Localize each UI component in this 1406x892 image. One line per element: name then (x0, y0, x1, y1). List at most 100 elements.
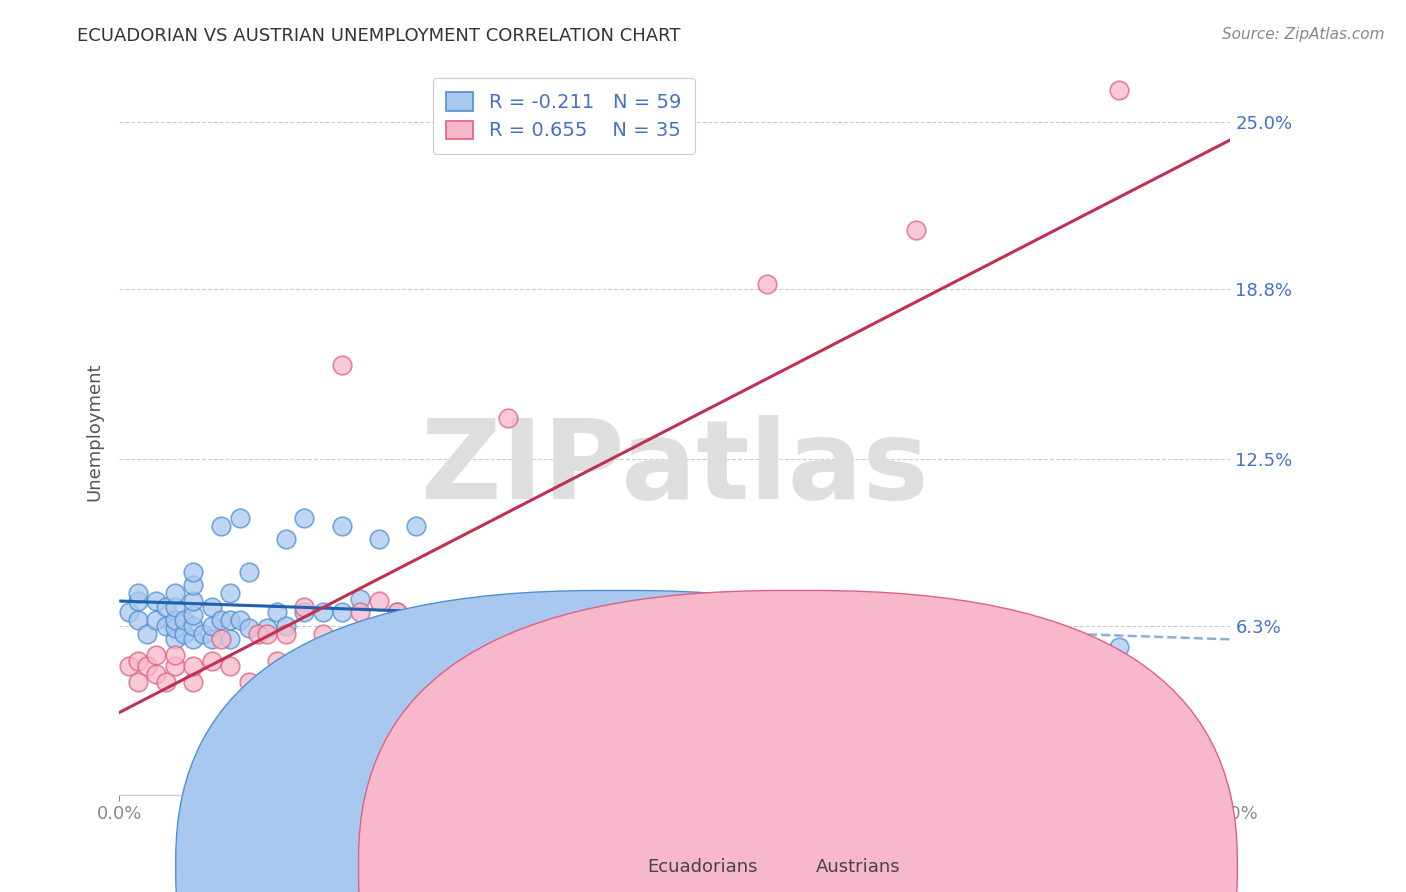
Point (460, 640, 482, 654)
Point (145, 648, 167, 662)
Point (127, 586, 149, 600)
Point (183, 632, 205, 646)
Text: ZIPatlas: ZIPatlas (420, 415, 929, 522)
Point (274, 618, 297, 632)
Point (367, 533, 389, 547)
Point (163, 632, 186, 646)
Point (183, 594, 205, 608)
Point (155, 675, 177, 690)
Point (756, 277, 779, 291)
Point (385, 605, 408, 619)
Point (349, 591, 371, 606)
Point (238, 565, 260, 579)
Point (201, 632, 224, 646)
Point (155, 599, 177, 614)
Point (183, 565, 205, 579)
Point (136, 626, 159, 640)
Point (312, 605, 335, 619)
Point (163, 586, 186, 600)
Point (117, 659, 139, 673)
Point (478, 626, 501, 640)
Point (330, 519, 353, 533)
Point (219, 659, 242, 673)
Point (209, 519, 232, 533)
Point (183, 659, 205, 673)
Point (127, 653, 149, 667)
Point (163, 648, 186, 662)
Point (228, 511, 250, 525)
Point (173, 613, 195, 627)
Point (163, 599, 186, 614)
Point (238, 675, 260, 690)
Point (219, 586, 242, 600)
Point (627, 675, 650, 690)
Point (266, 605, 288, 619)
Point (183, 618, 205, 632)
Point (228, 613, 250, 627)
Point (201, 599, 224, 614)
Point (266, 653, 288, 667)
Point (405, 621, 427, 635)
Point (145, 613, 167, 627)
Point (775, 653, 797, 667)
Point (117, 605, 139, 619)
Point (294, 599, 316, 614)
Text: Austrians: Austrians (815, 858, 900, 876)
Point (496, 411, 519, 425)
Point (256, 621, 278, 635)
Point (183, 607, 205, 622)
Point (163, 659, 186, 673)
Point (571, 605, 593, 619)
Point (136, 659, 159, 673)
Point (1108, 83, 1130, 97)
Point (294, 511, 316, 525)
Point (664, 613, 686, 627)
Point (127, 675, 149, 690)
Point (155, 618, 177, 632)
Text: Source: ZipAtlas.com: Source: ZipAtlas.com (1222, 27, 1385, 42)
Point (460, 613, 482, 627)
Point (183, 578, 205, 592)
Point (330, 605, 353, 619)
Point (247, 626, 270, 640)
Point (163, 613, 186, 627)
Point (811, 626, 834, 640)
Legend: R = -0.211   N = 59, R = 0.655    N = 35: R = -0.211 N = 59, R = 0.655 N = 35 (433, 78, 695, 154)
Point (183, 675, 205, 690)
Point (127, 613, 149, 627)
Point (173, 626, 195, 640)
Point (201, 618, 224, 632)
Point (238, 621, 260, 635)
Point (516, 599, 538, 614)
Point (163, 621, 186, 635)
Point (405, 519, 427, 533)
Point (441, 605, 464, 619)
Text: ECUADORIAN VS AUSTRIAN UNEMPLOYMENT CORRELATION CHART: ECUADORIAN VS AUSTRIAN UNEMPLOYMENT CORR… (77, 27, 681, 45)
Point (700, 632, 723, 646)
Point (219, 632, 242, 646)
Point (516, 605, 538, 619)
Point (478, 621, 501, 635)
Point (127, 594, 149, 608)
Point (294, 605, 316, 619)
Point (274, 626, 297, 640)
Point (209, 613, 232, 627)
Point (367, 594, 389, 608)
Point (209, 632, 232, 646)
Point (441, 626, 464, 640)
Point (256, 626, 278, 640)
Point (349, 605, 371, 619)
Point (330, 358, 353, 372)
Point (274, 533, 297, 547)
Point (385, 605, 408, 619)
Point (191, 626, 214, 640)
Point (145, 667, 167, 681)
Point (219, 613, 242, 627)
Point (145, 594, 167, 608)
Point (607, 626, 630, 640)
Point (201, 653, 224, 667)
Point (312, 626, 335, 640)
Point (1108, 640, 1130, 654)
Y-axis label: Unemployment: Unemployment (86, 362, 103, 501)
Text: Ecuadorians: Ecuadorians (647, 858, 758, 876)
